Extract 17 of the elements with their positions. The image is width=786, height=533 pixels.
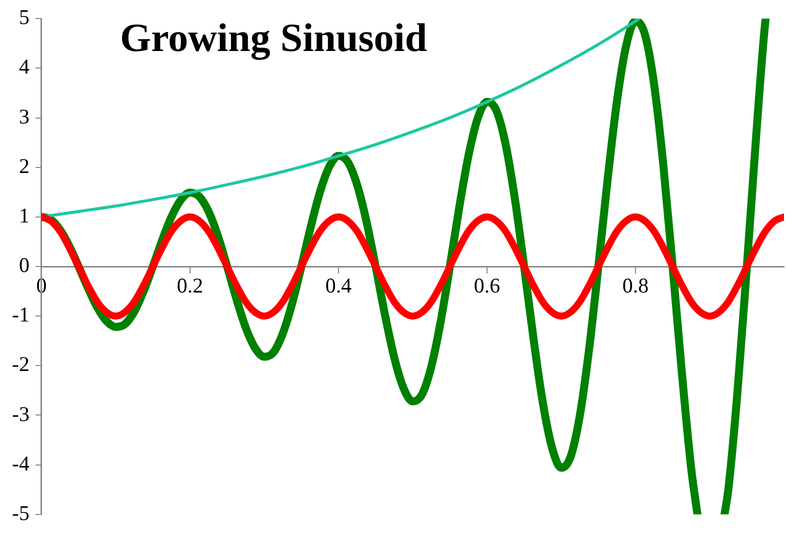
chart-title: Growing Sinusoid [120,14,428,61]
y-tick-label: -1 [12,302,30,327]
y-tick-label: -2 [12,352,30,376]
y-tick-label: 3 [18,104,30,128]
y-tick-label: -5 [12,500,30,525]
x-tick-label: 0.8 [622,274,649,298]
y-tick-label: 0 [18,253,30,278]
y-tick-label: -3 [12,402,30,426]
y-tick-label: 1 [18,203,30,228]
x-tick-label: 0.4 [325,274,352,298]
y-tick-label: 2 [18,154,30,178]
y-tick-label: -4 [12,451,30,476]
y-tick-label: 4 [18,54,30,79]
x-tick-label: 0.6 [474,274,500,298]
x-tick-label: 0 [36,274,47,298]
y-tick-label: 5 [18,5,30,30]
x-tick-label: 0.2 [176,274,204,298]
